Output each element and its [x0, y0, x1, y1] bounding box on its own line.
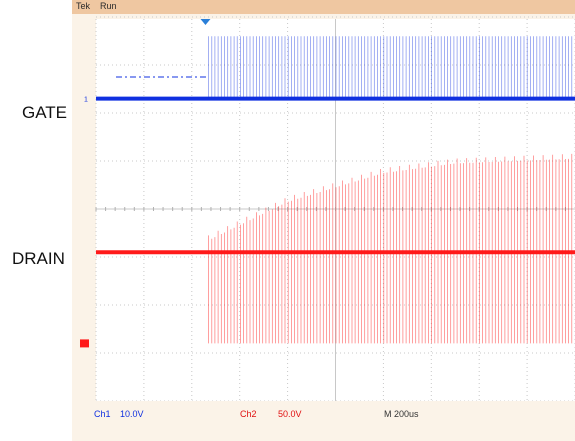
ch2-label: Ch2 — [240, 409, 257, 419]
run-state-label: Run — [100, 1, 117, 11]
status-bar: Tek Run — [72, 0, 575, 14]
ch1-scale: 10.0V — [120, 409, 144, 419]
drain-label: DRAIN — [12, 249, 65, 268]
timebase-readout: M 200us — [384, 409, 419, 419]
drain-pulses — [208, 153, 573, 344]
trigger-marker — [200, 19, 211, 25]
readout-bar: Ch1 10.0V Ch2 50.0V M 200us — [72, 401, 575, 441]
gate-label: GATE — [22, 103, 68, 122]
ch2-marker — [80, 339, 89, 348]
gate-pulses — [208, 36, 573, 99]
ch1-marker: 1 — [84, 97, 88, 104]
brand-label: Tek — [76, 1, 91, 11]
ch2-scale: 50.0V — [278, 409, 302, 419]
ch1-label: Ch1 — [94, 409, 111, 419]
